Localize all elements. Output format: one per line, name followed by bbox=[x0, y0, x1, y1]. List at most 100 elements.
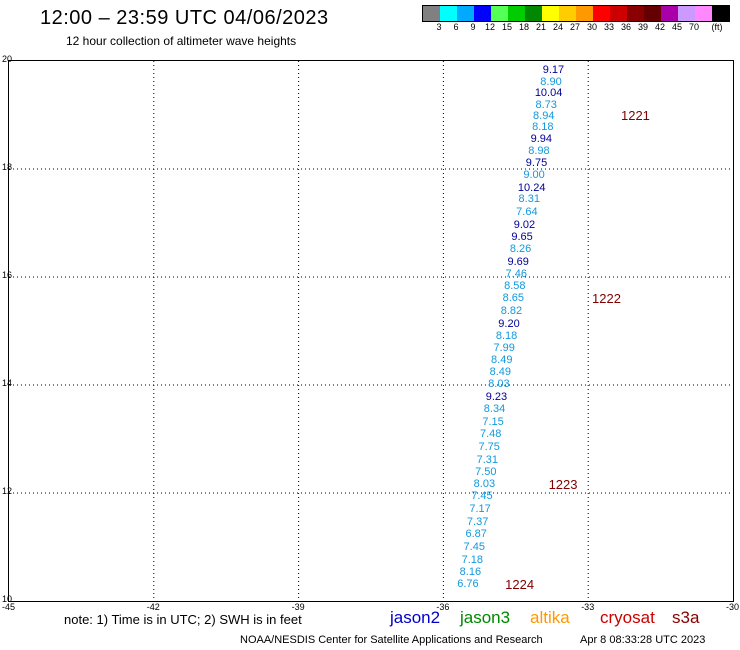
wave-height-reading: 6.76 bbox=[457, 578, 479, 591]
color-swatch bbox=[559, 6, 576, 21]
wave-height-reading: 8.31 bbox=[518, 193, 540, 206]
y-tick-label: 12 bbox=[2, 486, 13, 496]
color-scale-label: 21 bbox=[535, 22, 547, 32]
color-scale-labels: 3 6 9 12 15 18 21 24 27 30 33 36 39 42 45 70 (ft) bbox=[422, 22, 740, 34]
color-swatch bbox=[695, 6, 712, 21]
pass-time-label: 1221 bbox=[620, 108, 650, 124]
wave-height-reading: 9.20 bbox=[498, 317, 520, 330]
wave-height-reading: 7.75 bbox=[478, 440, 500, 453]
wave-height-reading: 7.50 bbox=[475, 465, 497, 478]
x-tick-label: -33 bbox=[581, 602, 595, 612]
color-scale-label: 3 bbox=[436, 22, 442, 32]
color-scale-label: 9 bbox=[470, 22, 476, 32]
color-scale-label: 33 bbox=[603, 22, 615, 32]
y-tick-label: 10 bbox=[2, 594, 13, 604]
wave-height-reading: 8.65 bbox=[502, 292, 525, 305]
satellite-legend-altika: altika bbox=[530, 608, 570, 627]
page-title: 12:00 – 23:59 UTC 04/06/2023 bbox=[40, 7, 329, 29]
color-swatch bbox=[593, 6, 610, 21]
legend-note: note: 1) Time is in UTC; 2) SWH is in fe… bbox=[64, 612, 302, 627]
color-scale-label: 70 bbox=[688, 22, 700, 32]
color-swatch bbox=[678, 6, 695, 21]
color-swatch bbox=[576, 6, 593, 21]
wave-height-reading: 8.58 bbox=[504, 279, 526, 292]
page-subtitle: 12 hour collection of altimeter wave hei… bbox=[66, 34, 297, 48]
x-tick-label: -30 bbox=[726, 602, 740, 612]
wave-height-reading: 7.45 bbox=[463, 540, 485, 553]
wave-height-reading: 8.26 bbox=[509, 243, 532, 256]
wave-height-reading: 7.46 bbox=[505, 267, 527, 280]
wave-height-reading: 7.17 bbox=[469, 502, 491, 515]
color-scale-label: 42 bbox=[654, 22, 666, 32]
footer-source: NOAA/NESDIS Center for Satellite Applica… bbox=[240, 634, 543, 646]
wave-height-reading: 7.18 bbox=[461, 553, 484, 566]
color-swatch bbox=[627, 6, 644, 21]
color-scale-label: 12 bbox=[484, 22, 496, 32]
y-tick-label: 14 bbox=[2, 378, 13, 388]
satellite-legend-cryosat: cryosat bbox=[600, 608, 655, 627]
color-swatch bbox=[542, 6, 559, 21]
color-swatch bbox=[644, 6, 661, 21]
color-swatch bbox=[491, 6, 508, 21]
color-scale-label: 18 bbox=[518, 22, 530, 32]
wave-height-reading: 7.45 bbox=[471, 490, 493, 503]
satellite-legend-s3a: s3a bbox=[672, 608, 700, 627]
wave-height-reading: 8.18 bbox=[495, 330, 518, 343]
y-tick-label: 16 bbox=[2, 270, 13, 280]
wave-height-reading: 7.64 bbox=[516, 205, 538, 218]
satellite-legend-jason2: jason2 bbox=[390, 608, 441, 627]
x-tick-label: -42 bbox=[146, 602, 160, 612]
wave-height-reading: 8.73 bbox=[535, 98, 557, 111]
x-tick-label: -39 bbox=[291, 602, 305, 612]
color-swatch bbox=[457, 6, 474, 21]
x-tick-label: -36 bbox=[436, 602, 450, 612]
color-swatch bbox=[661, 6, 678, 21]
y-tick-label: 20 bbox=[2, 54, 13, 64]
wave-height-reading: 9.75 bbox=[525, 157, 548, 170]
wave-height-reading: 7.48 bbox=[479, 428, 502, 441]
wave-height-reading: 9.69 bbox=[507, 255, 529, 268]
wave-height-reading: 8.16 bbox=[459, 566, 482, 578]
wave-height-reading: 7.99 bbox=[493, 342, 515, 355]
wave-height-reading: 8.03 bbox=[488, 378, 510, 391]
color-swatch bbox=[525, 6, 542, 21]
color-swatch bbox=[474, 6, 491, 21]
wave-height-reading: 7.15 bbox=[482, 415, 504, 428]
wave-height-reading: 10.04 bbox=[534, 87, 563, 100]
color-scale-label: 15 bbox=[501, 22, 513, 32]
wave-height-reading: 8.34 bbox=[483, 402, 506, 415]
color-swatch bbox=[440, 6, 457, 21]
wave-height-reading: 8.94 bbox=[533, 109, 555, 122]
color-scale-label: 6 bbox=[453, 22, 459, 32]
pass-time-label: 1224 bbox=[505, 577, 535, 593]
satellite-legend-jason3: jason3 bbox=[460, 608, 511, 627]
color-swatch bbox=[712, 6, 729, 21]
color-scale-label: 45 bbox=[671, 22, 683, 32]
wave-height-reading: 7.37 bbox=[466, 515, 489, 528]
wave-height-reading: 9.65 bbox=[511, 231, 533, 244]
color-scale-label: 30 bbox=[586, 22, 598, 32]
wave-height-reading: 9.23 bbox=[485, 390, 508, 403]
wave-height-reading: 9.00 bbox=[523, 169, 545, 182]
color-scale-label: 24 bbox=[552, 22, 564, 32]
x-tick-label: -45 bbox=[2, 602, 16, 612]
footer-timestamp: Apr 8 08:33:28 UTC 2023 bbox=[580, 634, 706, 646]
color-scale-label: 27 bbox=[569, 22, 581, 32]
wave-height-reading: 7.31 bbox=[476, 453, 498, 466]
color-scale-bar bbox=[422, 5, 730, 22]
wave-height-reading: 8.98 bbox=[528, 145, 550, 158]
wave-height-reading: 8.03 bbox=[473, 477, 496, 490]
wave-height-reading: 8.49 bbox=[489, 366, 512, 379]
wave-height-reading: 8.90 bbox=[540, 75, 562, 88]
y-tick-label: 18 bbox=[2, 162, 13, 172]
wave-height-reading: 9.17 bbox=[542, 63, 565, 76]
color-scale-label: 36 bbox=[620, 22, 632, 32]
map-grid bbox=[9, 61, 733, 601]
wave-height-reading: 8.18 bbox=[532, 120, 554, 133]
wave-height-reading: 9.02 bbox=[513, 218, 536, 231]
pass-time-label: 1222 bbox=[592, 291, 621, 307]
color-scale-label: (ft) bbox=[711, 22, 723, 32]
wave-height-reading: 8.82 bbox=[500, 305, 523, 318]
wave-height-reading: 10.24 bbox=[517, 181, 546, 194]
map-plot-area bbox=[8, 60, 734, 602]
